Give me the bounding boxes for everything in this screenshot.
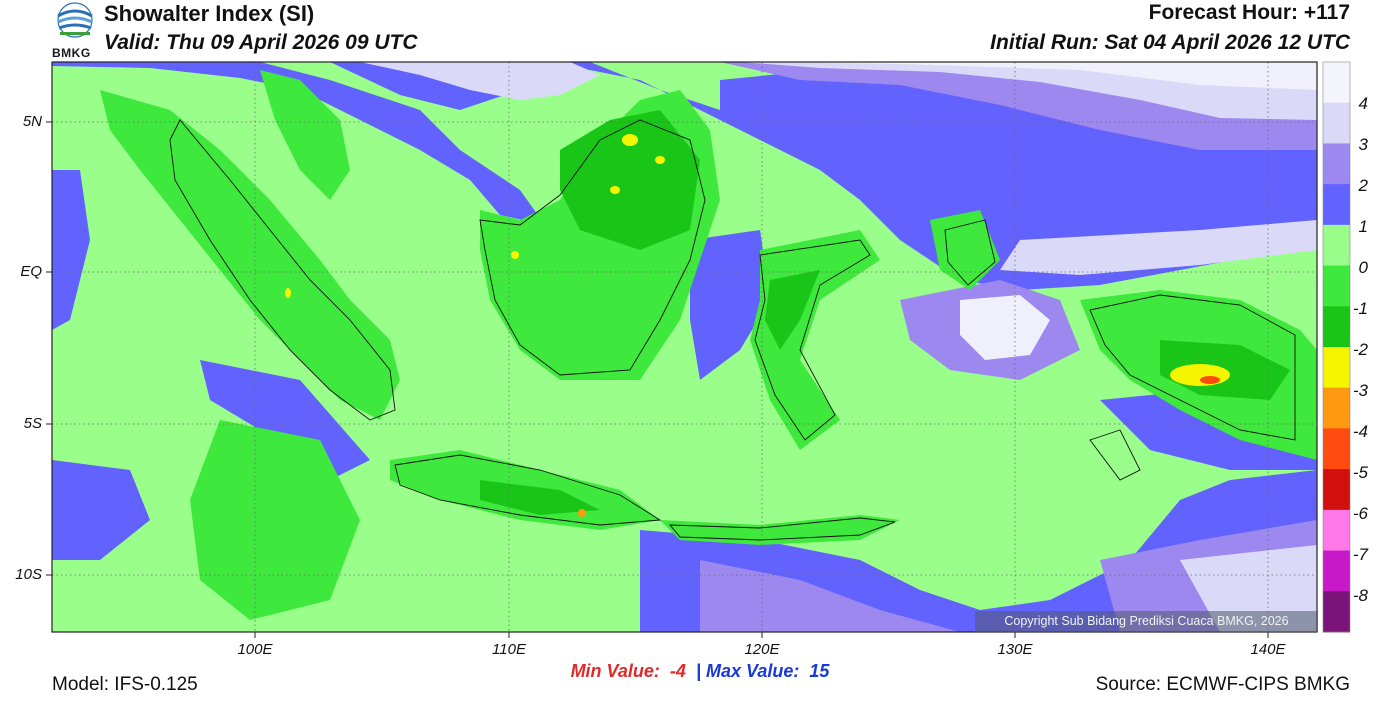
colorbar-swatch bbox=[1323, 428, 1350, 470]
land-malaya bbox=[260, 70, 350, 200]
colorbar-frame bbox=[1322, 61, 1351, 633]
stable-region-north-bay bbox=[52, 62, 545, 225]
map-frame bbox=[51, 61, 1318, 633]
stable-region-banda bbox=[690, 230, 770, 380]
colorbar-label: 2 bbox=[1358, 176, 1368, 195]
stats-line: Min Value: -4 | Max Value: 15 bbox=[0, 661, 1400, 682]
colorbar-label: 4 bbox=[1358, 94, 1368, 113]
stable-region-south-core bbox=[700, 560, 960, 632]
source-label: Source: ECMWF-CIPS BMKG bbox=[1095, 674, 1350, 695]
land-halmahera bbox=[930, 210, 1000, 290]
land-java-core bbox=[480, 480, 600, 515]
lat-label-5s: 5S bbox=[23, 415, 42, 432]
colorbar-label: -8 bbox=[1352, 586, 1368, 605]
hotspot-sumatra bbox=[285, 288, 291, 298]
stable-region-southwest bbox=[52, 460, 150, 560]
colorbar-swatch bbox=[1323, 102, 1350, 144]
land-sulawesi-core bbox=[765, 270, 820, 350]
chart-title: Showalter Index (SI) bbox=[104, 1, 315, 26]
colorbar-label: 1 bbox=[1358, 217, 1368, 236]
hotspot-borneo-2 bbox=[655, 156, 665, 164]
lon-label-100e: 100E bbox=[237, 641, 273, 658]
colorbar-swatch bbox=[1323, 224, 1350, 267]
max-value-label: Max Value: bbox=[706, 661, 800, 681]
colorbar-swatch bbox=[1323, 62, 1350, 104]
colorbar bbox=[1322, 61, 1351, 633]
colorbar-label: 0 bbox=[1358, 258, 1368, 277]
max-value-text: Max Value: 15 bbox=[706, 661, 829, 681]
hotspot-java bbox=[578, 509, 586, 517]
max-value: 15 bbox=[809, 661, 830, 681]
bmkg-logo-icon bbox=[57, 2, 93, 38]
lon-label-110e: 110E bbox=[492, 641, 526, 658]
colorbar-swatch bbox=[1323, 184, 1350, 226]
colorbar-swatch bbox=[1323, 550, 1350, 592]
colorbar-swatch bbox=[1323, 387, 1350, 429]
model-label: Model: IFS-0.125 bbox=[52, 674, 198, 695]
land-borneo-core bbox=[560, 110, 700, 250]
min-value-text: Min Value: -4 bbox=[571, 661, 686, 681]
stable-region-indian-south bbox=[200, 360, 370, 480]
colorbar-swatch bbox=[1323, 143, 1350, 185]
colorbar-swatch bbox=[1323, 469, 1350, 511]
stats-separator: | bbox=[695, 661, 701, 681]
stable-region-philippines bbox=[360, 62, 600, 100]
logo-text: BMKG bbox=[52, 46, 91, 60]
colorbar-label: 3 bbox=[1358, 135, 1368, 154]
min-value-label: Min Value: bbox=[570, 661, 660, 681]
forecast-hour: Forecast Hour: +117 bbox=[1148, 1, 1350, 24]
coastlines bbox=[169, 119, 1296, 541]
colorbar-swatch bbox=[1323, 509, 1350, 552]
stable-region-pacific-north bbox=[780, 62, 1317, 90]
graticule bbox=[52, 62, 1317, 632]
land-sumatra bbox=[100, 90, 400, 420]
colorbar-swatch bbox=[1323, 306, 1350, 348]
ocean-south-patch bbox=[190, 420, 360, 620]
colorbar-label: -2 bbox=[1352, 340, 1368, 359]
colorbar-label: -1 bbox=[1352, 299, 1368, 318]
lat-label-10s: 10S bbox=[15, 566, 42, 583]
copyright-notice: Copyright Sub Bidang Prediksi Cuaca BMKG… bbox=[975, 611, 1318, 632]
valid-time: Valid: Thu 09 April 2026 09 UTC bbox=[104, 31, 418, 54]
hotspot-borneo-3 bbox=[610, 186, 620, 194]
colorbar-label: -7 bbox=[1352, 545, 1368, 564]
hotspot-borneo-1 bbox=[622, 134, 638, 146]
stable-region-seram-core bbox=[960, 295, 1050, 360]
hotspot-papua-outer bbox=[1170, 364, 1230, 386]
colorbar-swatch bbox=[1323, 347, 1350, 389]
lat-label-5n: 5N bbox=[22, 113, 42, 130]
colorbar-swatch bbox=[1323, 265, 1350, 307]
initial-run: Initial Run: Sat 04 April 2026 12 UTC bbox=[990, 31, 1350, 54]
lat-label-eq: EQ bbox=[20, 263, 42, 280]
min-value: -4 bbox=[669, 661, 686, 681]
colorbar-label: -4 bbox=[1352, 422, 1368, 441]
stable-region-east-band bbox=[1000, 220, 1317, 275]
lon-label-130e: 130E bbox=[997, 641, 1033, 658]
lon-label-140e: 140E bbox=[1250, 641, 1286, 658]
colorbar-swatch bbox=[1323, 591, 1350, 633]
lon-label-120e: 120E bbox=[744, 641, 780, 658]
colorbar-label: -5 bbox=[1352, 463, 1368, 482]
hotspot-papua-inner bbox=[1200, 376, 1220, 384]
axis-ticks bbox=[46, 121, 1269, 638]
stable-region-south-east-core bbox=[1180, 545, 1317, 632]
hotspot-borneo-4 bbox=[511, 251, 519, 259]
colorbar-label: -6 bbox=[1352, 504, 1368, 523]
forecast-map bbox=[52, 62, 1317, 632]
colorbar-label: -3 bbox=[1352, 381, 1368, 400]
stable-region-west-indian bbox=[52, 170, 90, 330]
land-nusa-tenggara bbox=[660, 515, 900, 545]
